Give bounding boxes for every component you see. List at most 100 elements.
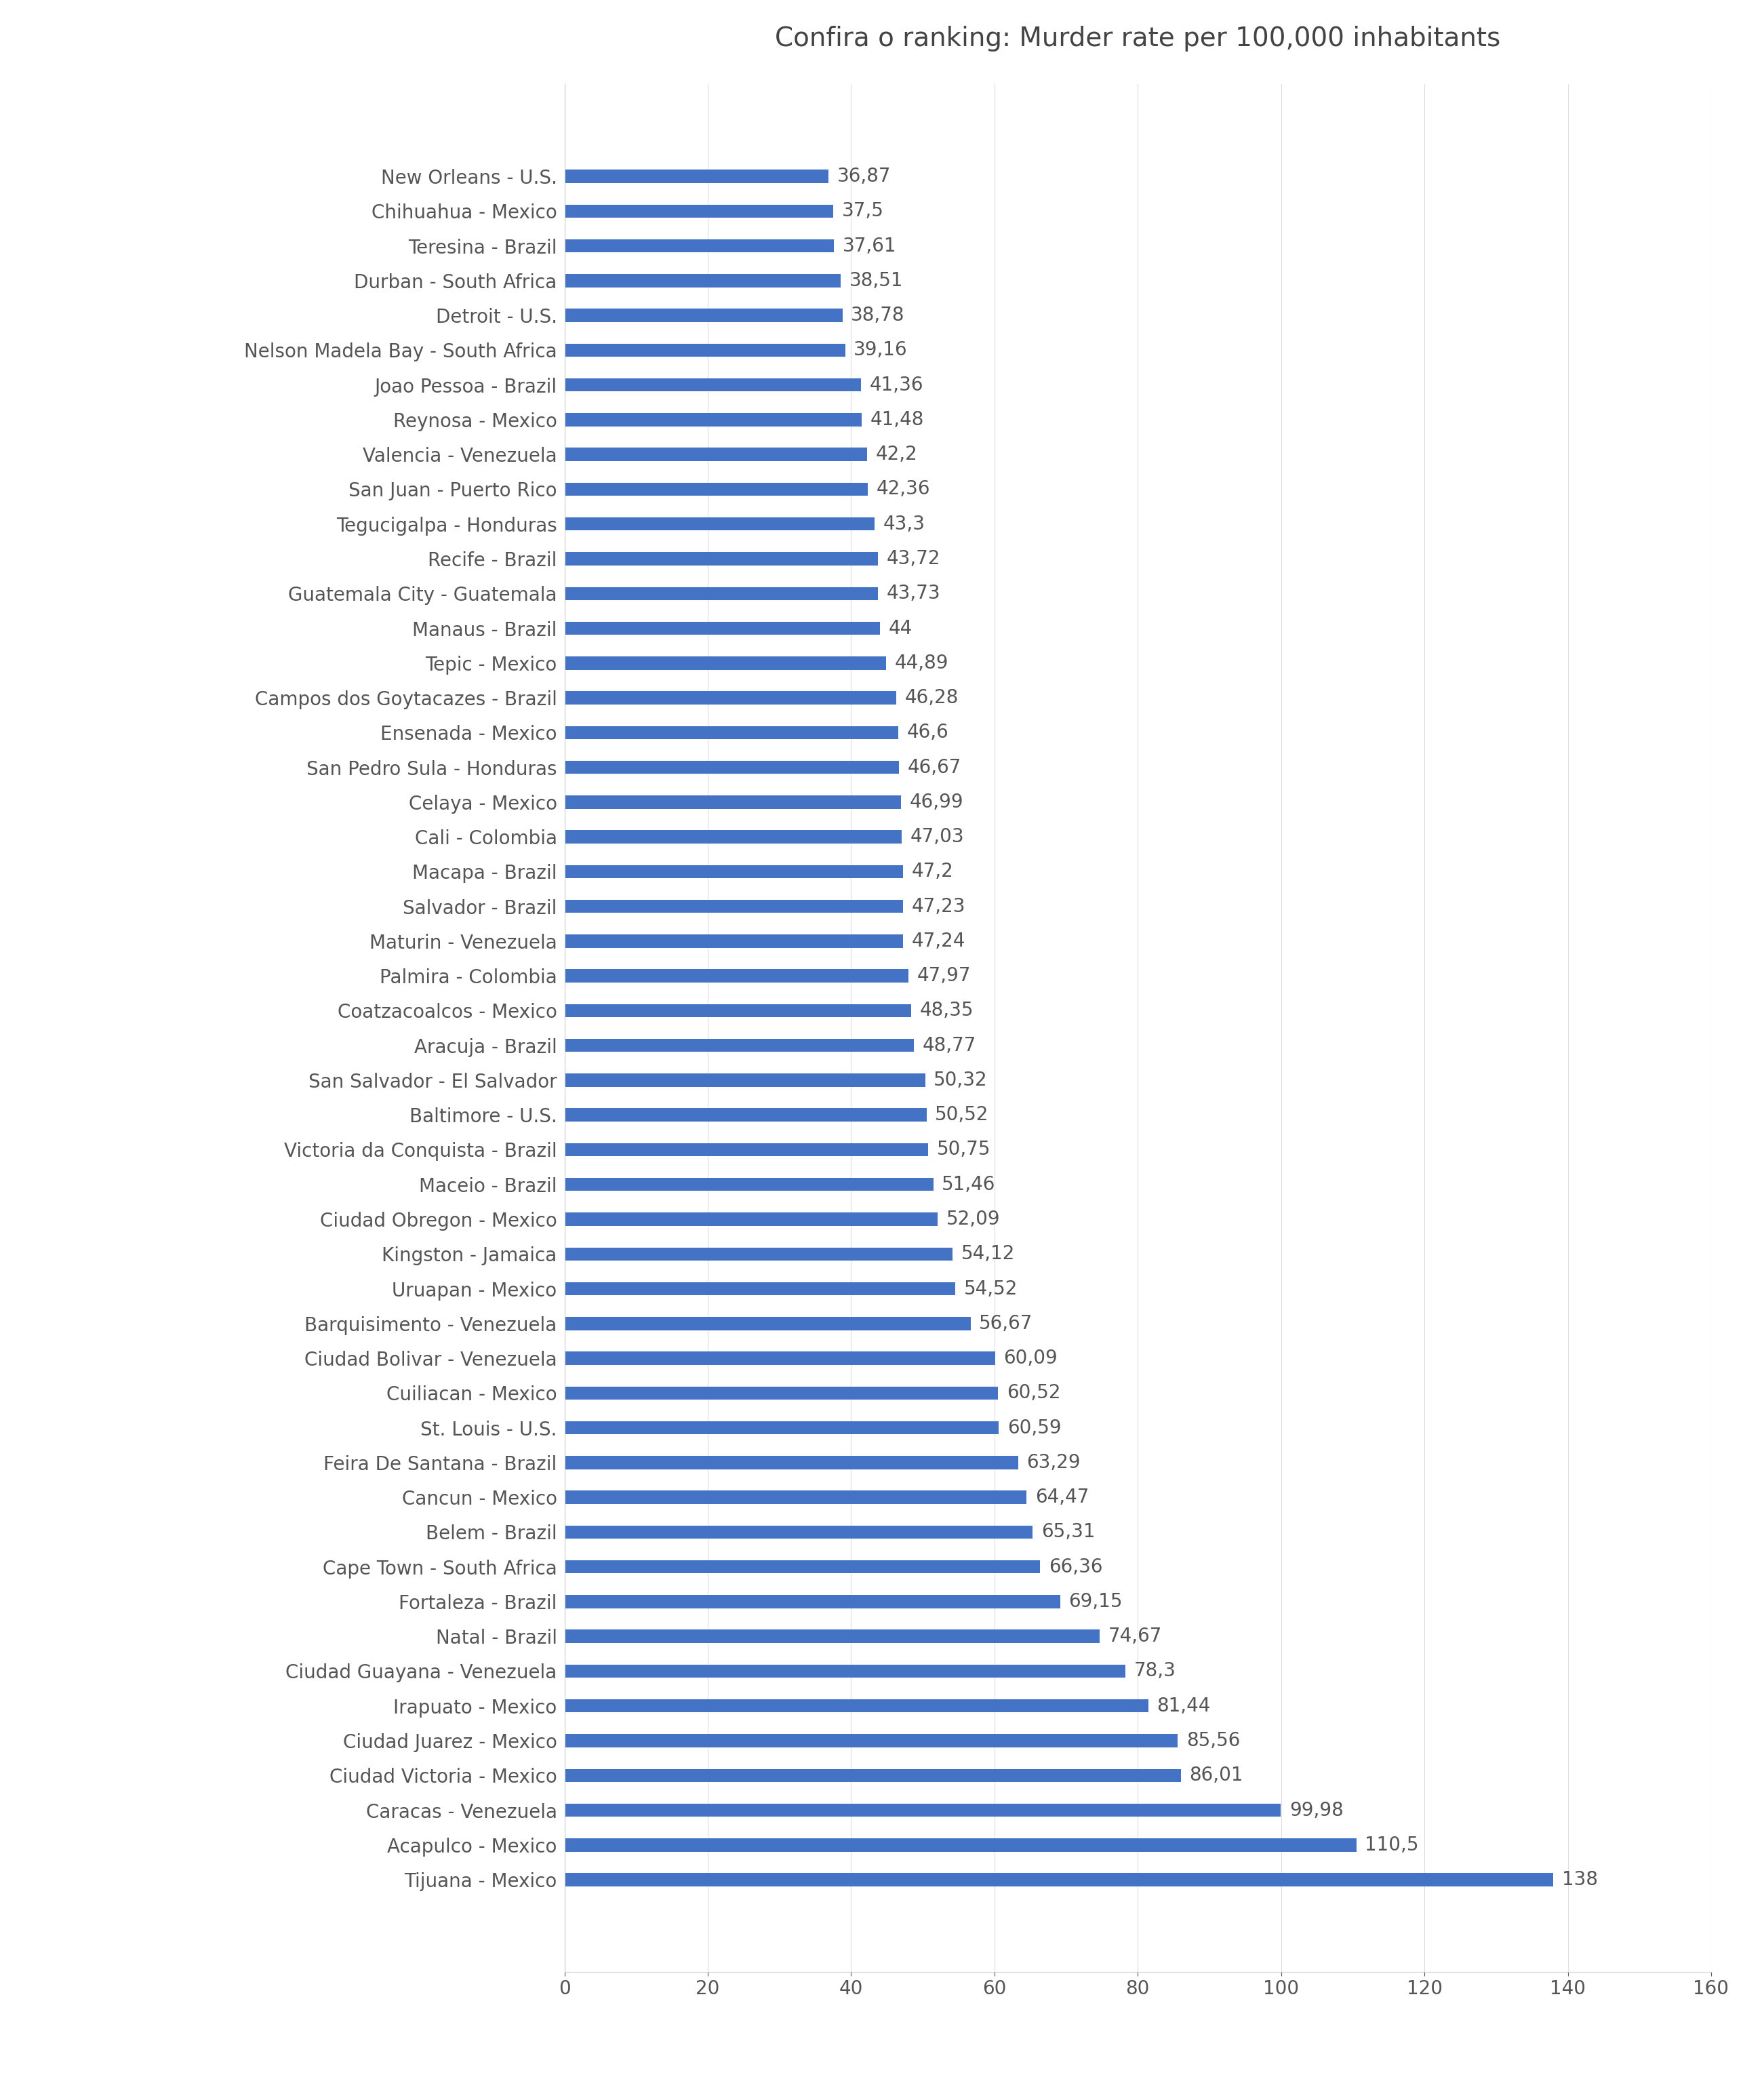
Bar [564,1351,995,1366]
Text: 43,72: 43,72 [886,550,940,569]
Bar [564,1420,998,1435]
Bar [564,170,829,183]
Text: 42,2: 42,2 [875,445,917,464]
Text: 47,23: 47,23 [912,896,965,917]
Text: 86,01: 86,01 [1189,1767,1244,1785]
Text: 44: 44 [889,619,912,638]
Text: 85,56: 85,56 [1185,1731,1240,1750]
Bar [564,239,834,252]
Text: 46,99: 46,99 [910,793,963,812]
Bar [564,518,875,531]
Bar [564,1492,1027,1504]
Text: 48,35: 48,35 [919,1001,974,1020]
Title: Confira o ranking: Murder rate per 100,000 inhabitants: Confira o ranking: Murder rate per 100,0… [774,25,1501,52]
Text: 38,51: 38,51 [848,271,903,290]
Bar [564,1108,926,1122]
Bar [564,587,878,600]
Bar [564,1735,1178,1748]
Bar [564,831,901,843]
Bar [564,726,898,738]
Text: 47,24: 47,24 [912,932,965,950]
Text: 54,12: 54,12 [961,1244,1014,1263]
Bar [564,1456,1018,1469]
Text: 46,28: 46,28 [905,688,958,707]
Bar [564,378,861,392]
Bar [564,621,880,636]
Bar [564,795,901,808]
Bar [564,934,903,948]
Text: 46,6: 46,6 [907,724,949,743]
Text: 66,36: 66,36 [1048,1557,1102,1576]
Text: 60,52: 60,52 [1007,1383,1060,1404]
Bar [564,1248,953,1261]
Text: 41,36: 41,36 [870,376,923,394]
Text: 37,5: 37,5 [841,201,884,220]
Bar [564,1143,928,1156]
Text: 41,48: 41,48 [870,411,924,430]
Bar [564,1039,914,1051]
Text: 78,3: 78,3 [1134,1662,1177,1680]
Text: 63,29: 63,29 [1027,1454,1081,1473]
Text: 36,87: 36,87 [838,168,891,187]
Text: 138: 138 [1563,1869,1598,1888]
Text: 37,61: 37,61 [843,237,896,256]
Text: 60,59: 60,59 [1007,1418,1062,1437]
Bar [564,969,908,982]
Bar [564,1318,970,1330]
Bar [564,1769,1180,1781]
Bar [564,1177,933,1192]
Text: 65,31: 65,31 [1041,1523,1095,1542]
Text: 43,3: 43,3 [884,514,926,533]
Bar [564,1699,1148,1712]
Bar [564,1594,1060,1609]
Text: 51,46: 51,46 [942,1175,995,1194]
Bar [564,1664,1125,1678]
Text: 39,16: 39,16 [854,340,908,359]
Bar [564,657,886,669]
Bar [564,1387,998,1399]
Text: 50,52: 50,52 [935,1106,990,1125]
Bar [564,1213,938,1225]
Text: 46,67: 46,67 [907,757,961,776]
Bar [564,275,840,287]
Text: 52,09: 52,09 [946,1211,1000,1229]
Text: 110,5: 110,5 [1365,1836,1418,1855]
Bar [564,1525,1032,1538]
Bar [564,1804,1281,1817]
Text: 47,03: 47,03 [910,827,965,845]
Bar [564,447,866,462]
Bar [564,1561,1041,1574]
Text: 47,2: 47,2 [912,862,953,881]
Bar [564,1838,1357,1853]
Bar [564,1874,1554,1886]
Text: 69,15: 69,15 [1069,1592,1122,1611]
Bar [564,1282,954,1294]
Text: 56,67: 56,67 [979,1313,1034,1332]
Bar [564,552,878,564]
Bar [564,900,903,913]
Text: 54,52: 54,52 [963,1280,1018,1299]
Bar [564,413,863,426]
Text: 38,78: 38,78 [850,306,905,325]
Bar [564,308,843,321]
Bar [564,344,845,357]
Text: 64,47: 64,47 [1035,1487,1088,1506]
Bar [564,864,903,879]
Text: 50,32: 50,32 [933,1070,988,1089]
Bar [564,690,896,705]
Bar [564,762,900,774]
Text: 60,09: 60,09 [1004,1349,1058,1368]
Bar [564,1005,910,1018]
Text: 50,75: 50,75 [937,1139,991,1160]
Text: 81,44: 81,44 [1157,1697,1210,1716]
Text: 74,67: 74,67 [1108,1626,1162,1645]
Text: 48,77: 48,77 [923,1036,977,1055]
Text: 43,73: 43,73 [887,583,940,602]
Text: 44,89: 44,89 [894,652,949,673]
Text: 99,98: 99,98 [1289,1800,1344,1819]
Bar [564,1074,924,1087]
Bar [564,204,833,218]
Text: 47,97: 47,97 [917,967,970,986]
Bar [564,483,868,495]
Bar [564,1630,1099,1643]
